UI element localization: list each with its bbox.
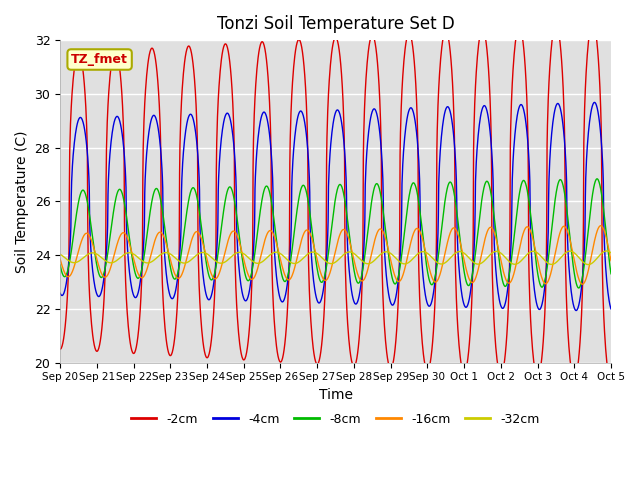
-32cm xyxy=(603,248,611,254)
-16cm xyxy=(241,259,248,264)
-32cm xyxy=(541,258,549,264)
-4cm xyxy=(493,279,500,285)
Legend: -2cm, -4cm, -8cm, -16cm, -32cm: -2cm, -4cm, -8cm, -16cm, -32cm xyxy=(126,408,545,431)
-16cm xyxy=(493,240,500,245)
-4cm xyxy=(541,276,549,282)
-4cm xyxy=(591,99,598,105)
-8cm xyxy=(575,285,582,291)
-32cm xyxy=(165,251,173,256)
-4cm xyxy=(56,290,64,296)
-16cm xyxy=(541,281,549,287)
-2cm xyxy=(607,379,615,384)
Line: -32cm: -32cm xyxy=(60,251,611,264)
-8cm xyxy=(179,240,186,246)
-8cm xyxy=(56,262,64,268)
-16cm xyxy=(56,256,64,262)
Line: -2cm: -2cm xyxy=(60,23,611,382)
-2cm xyxy=(421,362,429,368)
-32cm xyxy=(607,250,615,256)
-2cm xyxy=(589,20,596,25)
Y-axis label: Soil Temperature (C): Soil Temperature (C) xyxy=(15,130,29,273)
-32cm xyxy=(179,260,186,266)
-16cm xyxy=(165,252,173,258)
-16cm xyxy=(597,223,605,228)
-8cm xyxy=(493,239,500,244)
-2cm xyxy=(493,356,500,361)
-32cm xyxy=(241,251,248,257)
-32cm xyxy=(56,252,64,257)
-4cm xyxy=(241,297,248,302)
-2cm xyxy=(165,352,173,358)
-2cm xyxy=(241,357,248,362)
-4cm xyxy=(572,308,580,313)
-8cm xyxy=(165,258,173,264)
X-axis label: Time: Time xyxy=(319,388,353,402)
Line: -16cm: -16cm xyxy=(60,226,611,284)
-4cm xyxy=(607,306,615,312)
-16cm xyxy=(579,281,586,287)
-8cm xyxy=(607,271,615,276)
-32cm xyxy=(493,249,500,254)
-2cm xyxy=(56,346,64,352)
-4cm xyxy=(421,289,429,295)
-8cm xyxy=(541,275,549,280)
-8cm xyxy=(421,251,429,256)
-2cm xyxy=(179,80,186,85)
-4cm xyxy=(165,290,173,296)
-32cm xyxy=(421,249,429,255)
-2cm xyxy=(541,291,549,297)
-4cm xyxy=(179,160,186,166)
-8cm xyxy=(593,176,601,182)
-32cm xyxy=(584,262,592,267)
Line: -8cm: -8cm xyxy=(60,179,611,288)
Text: TZ_fmet: TZ_fmet xyxy=(71,53,128,66)
Line: -4cm: -4cm xyxy=(60,102,611,311)
Title: Tonzi Soil Temperature Set D: Tonzi Soil Temperature Set D xyxy=(217,15,454,33)
-8cm xyxy=(241,268,248,274)
-16cm xyxy=(421,246,429,252)
-16cm xyxy=(607,258,615,264)
-16cm xyxy=(179,270,186,276)
